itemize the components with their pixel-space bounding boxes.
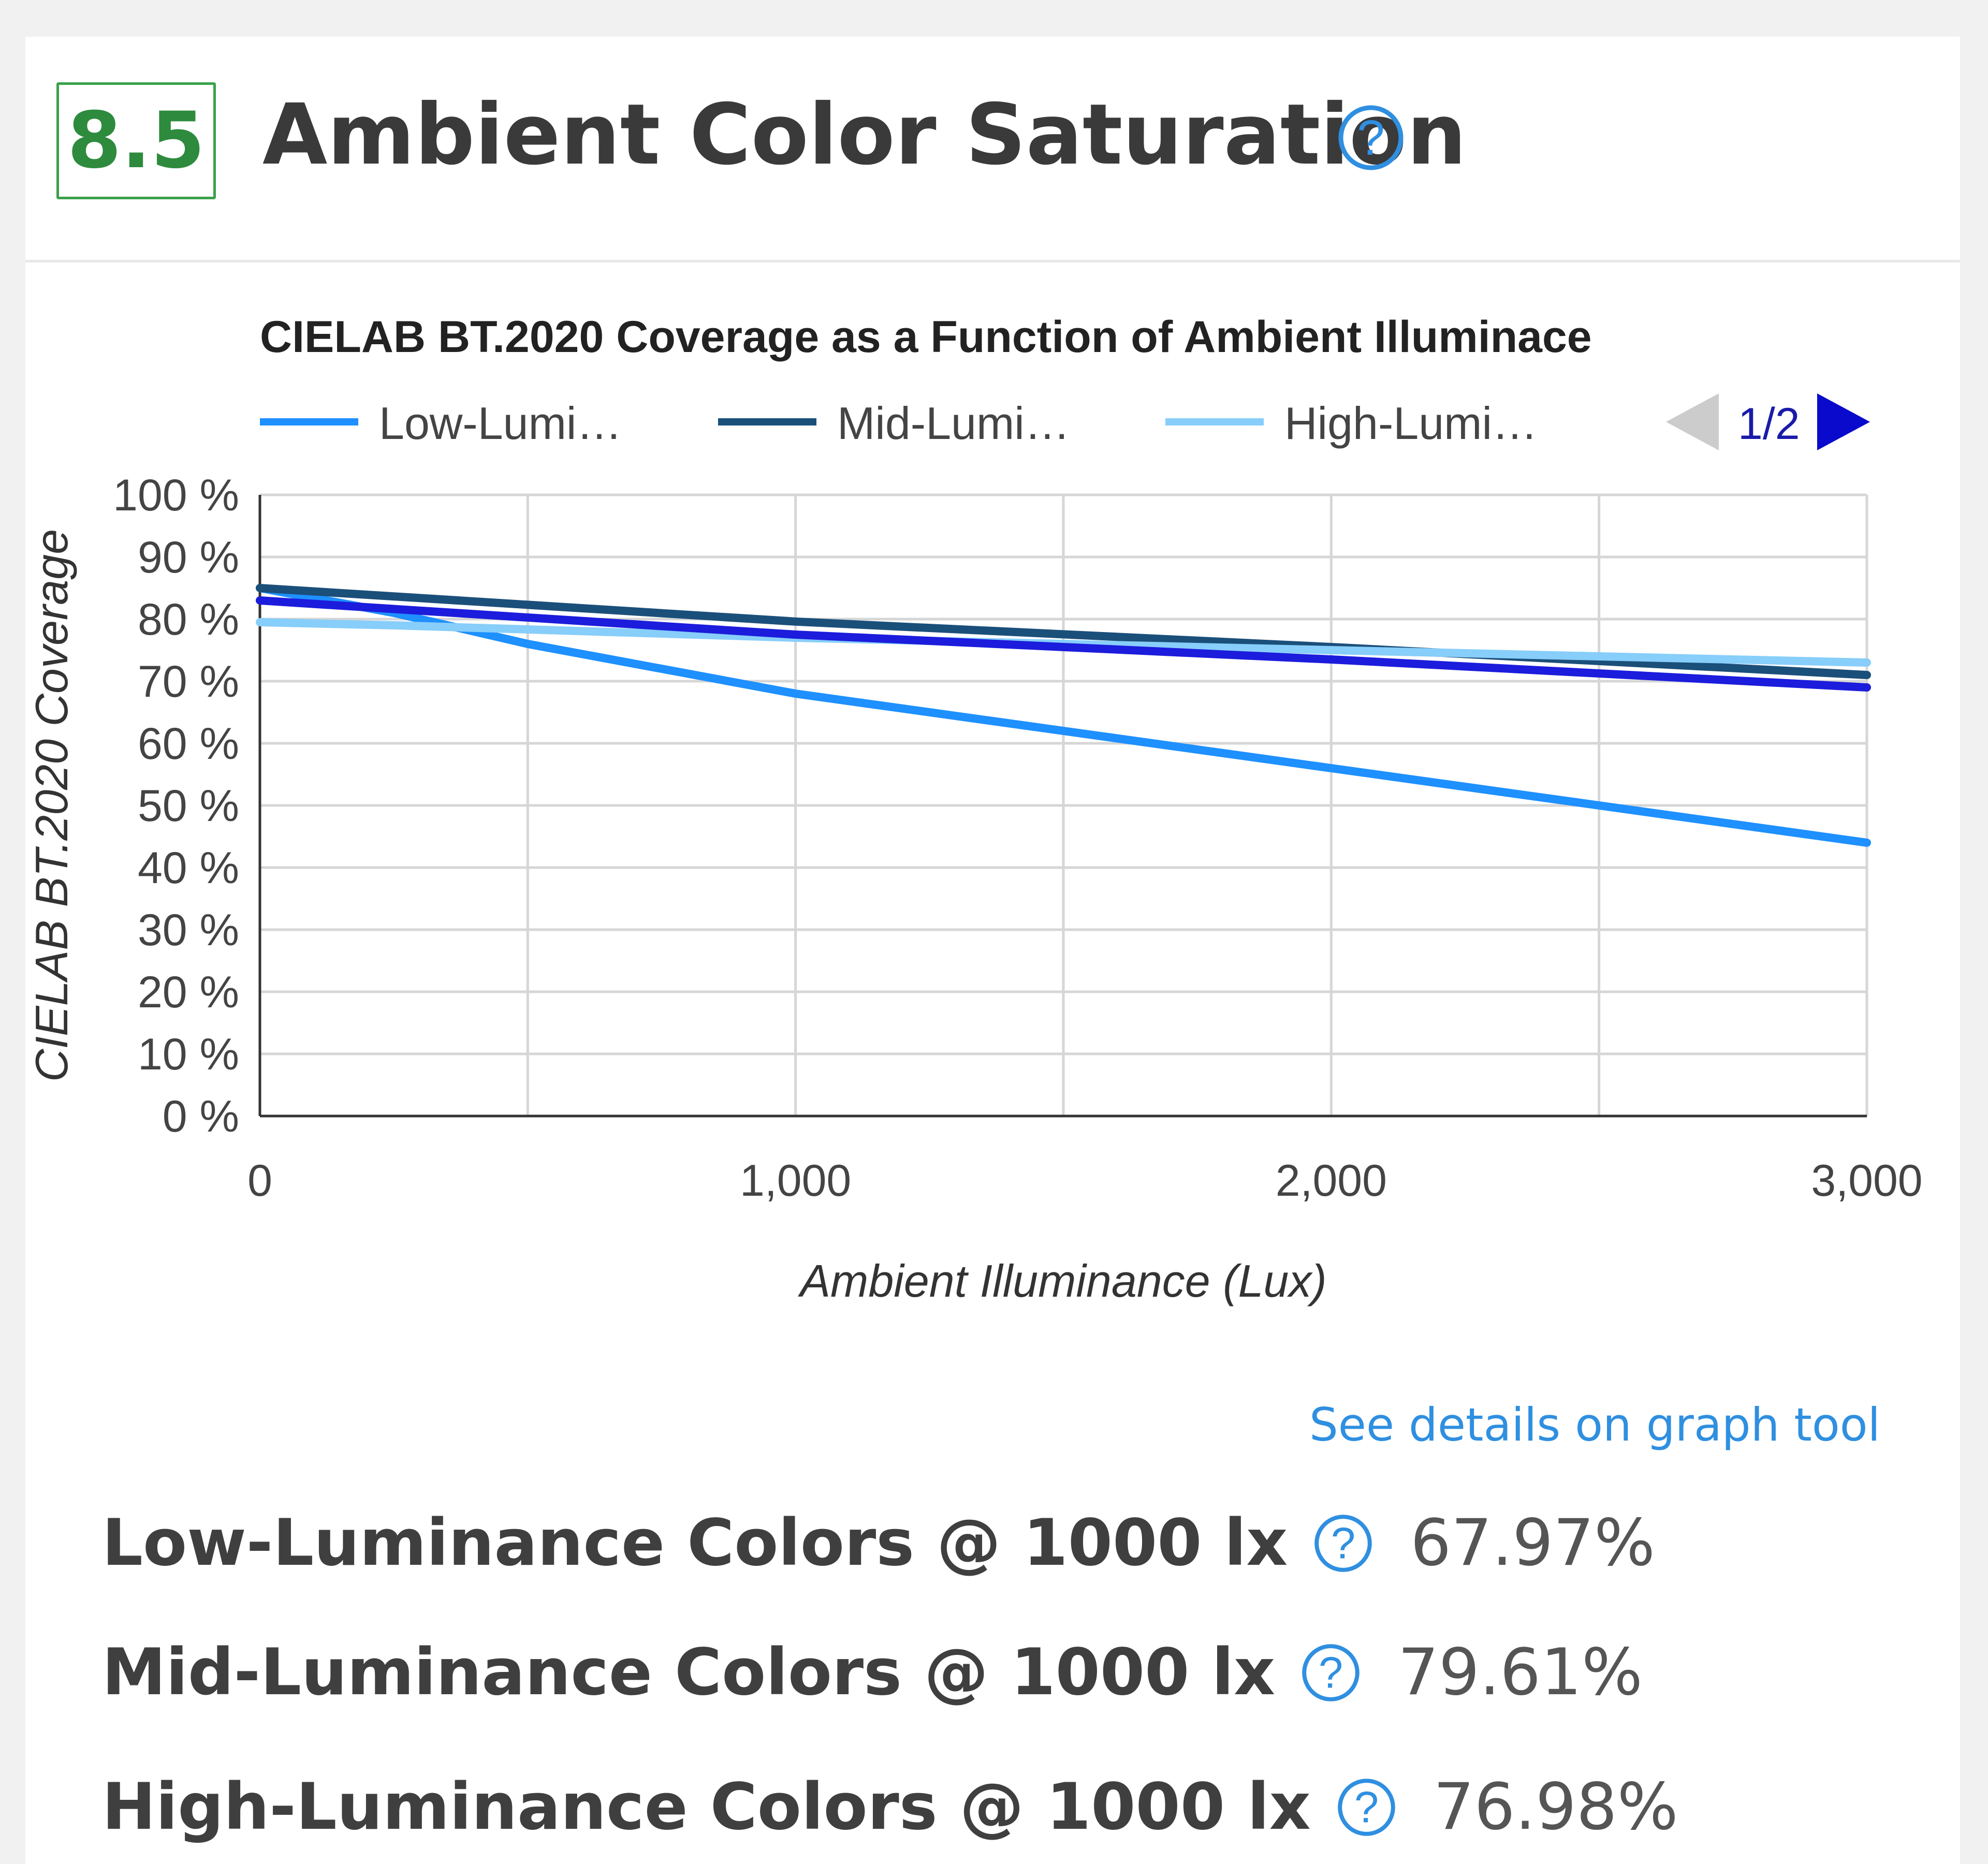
x-tick-label: 1,000 <box>740 1156 851 1206</box>
legend-label: Mid-Lumi… <box>837 398 1070 449</box>
y-tick-label: 70 % <box>138 657 239 707</box>
legend-next-icon <box>1817 393 1870 450</box>
question-circle-icon[interactable]: ? <box>1313 1514 1373 1573</box>
metric-label: Low-Luminance Colors @ 1000 lx <box>102 1506 1288 1580</box>
svg-text:?: ? <box>1319 1648 1343 1697</box>
metric-value: 67.97% <box>1410 1506 1655 1580</box>
question-circle-icon[interactable]: ? <box>1301 1643 1361 1702</box>
y-tick-label: 80 % <box>138 595 239 644</box>
y-tick-label: 100 % <box>113 471 239 520</box>
y-tick-label: 60 % <box>138 719 239 769</box>
chart-title: CIELAB BT.2020 Coverage as a Function of… <box>260 312 1592 362</box>
y-tick-label: 10 % <box>138 1030 239 1079</box>
legend-prev-icon <box>1666 393 1719 450</box>
svg-text:?: ? <box>1331 1518 1355 1567</box>
svg-text:?: ? <box>1354 1782 1379 1831</box>
coverage-chart: 0 % 10 % 20 % 30 % 40 % 50 % 60 % 70 % 80 % 90 % 1… <box>26 312 1923 1307</box>
legend-label: Low-Lumi… <box>379 398 622 449</box>
y-tick-label: 30 % <box>138 905 239 955</box>
y-tick-label: 20 % <box>138 967 239 1017</box>
y-axis-title: CIELAB BT.2020 Coverage <box>26 529 77 1082</box>
svg-text:?: ? <box>1357 110 1384 166</box>
x-tick-label: 0 <box>247 1156 272 1206</box>
score-badge: 8.5 <box>56 82 216 199</box>
question-circle-icon[interactable]: ? <box>1337 104 1405 171</box>
y-tick-label: 40 % <box>138 843 239 893</box>
x-tick-label: 3,000 <box>1811 1156 1922 1206</box>
metric-value: 79.61% <box>1398 1635 1643 1710</box>
series-line-1 <box>256 584 1871 679</box>
x-axis-title: Ambient Illuminance (Lux) <box>797 1255 1326 1307</box>
x-tick-label: 2,000 <box>1276 1156 1387 1206</box>
question-circle-icon[interactable]: ? <box>1337 1778 1396 1837</box>
metric-value: 76.98% <box>1433 1770 1678 1844</box>
series-line-0 <box>256 584 1871 847</box>
metric-mid-luminance: Mid-Luminance Colors @ 1000 lx ? 79.61% <box>102 1626 1643 1719</box>
legend-page-indicator: 1/2 <box>1738 399 1800 449</box>
graph-tool-link[interactable]: See details on graph tool <box>1309 1398 1880 1451</box>
card-header: 8.5 Ambient Color Saturation ? <box>25 37 1960 262</box>
series-line-3 <box>256 596 1871 692</box>
metric-low-luminance: Low-Luminance Colors @ 1000 lx ? 67.97% <box>102 1496 1655 1590</box>
legend-label: High-Lumi… <box>1284 398 1538 449</box>
metric-label: Mid-Luminance Colors @ 1000 lx <box>102 1635 1276 1710</box>
y-tick-label: 50 % <box>138 781 239 831</box>
y-tick-label: 0 % <box>163 1092 239 1141</box>
metric-label: High-Luminance Colors @ 1000 lx <box>102 1770 1311 1844</box>
y-tick-label: 90 % <box>138 533 239 582</box>
page-title: Ambient Color Saturation <box>262 86 1467 184</box>
metric-high-luminance: High-Luminance Colors @ 1000 lx ? 76.98% <box>102 1760 1678 1854</box>
